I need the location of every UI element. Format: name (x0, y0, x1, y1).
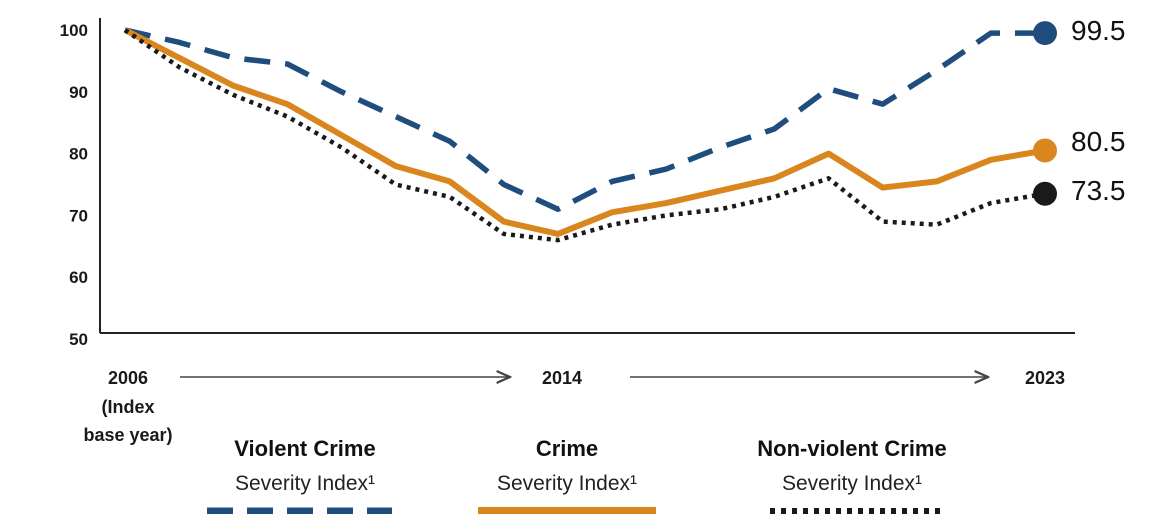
y-tick-label: 60 (69, 268, 88, 287)
endpoint-label-non-violent-crime: 73.5 (1071, 175, 1126, 206)
endpoint-marker-non-violent-crime (1033, 181, 1057, 206)
series-endpoints: 99.5 80.5 73.5 (1033, 15, 1126, 206)
x-label-end: 2023 (1025, 368, 1065, 388)
y-tick-label: 50 (69, 330, 88, 349)
endpoint-marker-crime (1033, 138, 1057, 163)
legend: Violent Crime Severity Index¹ Crime Seve… (207, 436, 947, 514)
y-tick-label: 100 (60, 21, 88, 40)
endpoint-label-crime: 80.5 (1071, 126, 1126, 157)
legend-crime-subtitle: Severity Index¹ (497, 472, 637, 495)
legend-crime-title: Crime (536, 436, 598, 461)
x-label-mid: 2014 (542, 368, 582, 388)
y-tick-label: 80 (69, 145, 88, 164)
legend-violent-title: Violent Crime (234, 436, 375, 461)
x-label-start-note-1: (Index (101, 397, 154, 417)
series-line-crime (123, 27, 1046, 237)
series-line-non-violent-crime (123, 28, 1046, 243)
legend-nonviolent-title: Non-violent Crime (757, 436, 946, 461)
y-tick-label: 70 (69, 206, 88, 225)
endpoint-label-violent-crime: 99.5 (1071, 15, 1126, 46)
y-tick-label: 90 (69, 83, 88, 102)
series-line-violent-crime (124, 27, 1045, 212)
legend-nonviolent-subtitle: Severity Index¹ (782, 472, 922, 495)
x-label-start-note-2: base year) (83, 425, 172, 445)
series-lines (123, 27, 1046, 243)
y-tick-labels: 100 90 80 70 60 50 (60, 21, 88, 349)
legend-violent-subtitle: Severity Index¹ (235, 472, 375, 495)
x-label-start: 2006 (108, 368, 148, 388)
endpoint-marker-violent-crime (1033, 21, 1057, 46)
